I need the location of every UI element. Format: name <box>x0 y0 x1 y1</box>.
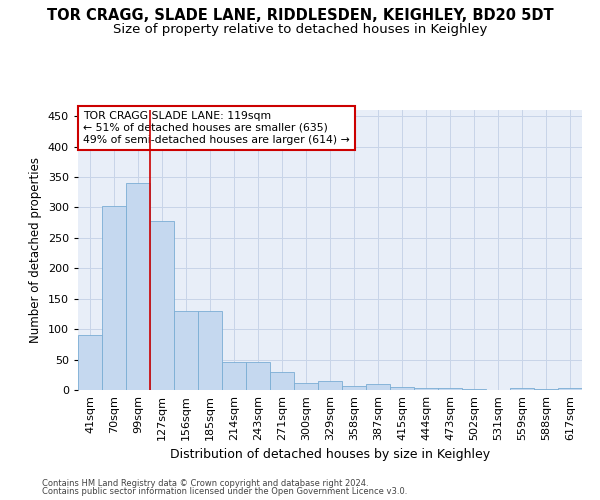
Bar <box>390 387 414 390</box>
Bar <box>414 388 438 390</box>
Bar <box>558 388 582 390</box>
Bar <box>78 335 102 390</box>
Y-axis label: Number of detached properties: Number of detached properties <box>29 157 42 343</box>
Bar <box>222 362 246 390</box>
Text: TOR CRAGG, SLADE LANE, RIDDLESDEN, KEIGHLEY, BD20 5DT: TOR CRAGG, SLADE LANE, RIDDLESDEN, KEIGH… <box>47 8 553 22</box>
Text: Size of property relative to detached houses in Keighley: Size of property relative to detached ho… <box>113 22 487 36</box>
Bar <box>366 384 390 390</box>
Bar <box>318 382 342 390</box>
Bar <box>342 386 366 390</box>
Bar <box>150 221 174 390</box>
Bar <box>102 206 126 390</box>
Bar <box>294 382 318 390</box>
X-axis label: Distribution of detached houses by size in Keighley: Distribution of detached houses by size … <box>170 448 490 462</box>
Bar <box>126 183 150 390</box>
Bar <box>246 362 270 390</box>
Bar <box>270 372 294 390</box>
Text: Contains public sector information licensed under the Open Government Licence v3: Contains public sector information licen… <box>42 487 407 496</box>
Bar <box>510 388 534 390</box>
Text: Contains HM Land Registry data © Crown copyright and database right 2024.: Contains HM Land Registry data © Crown c… <box>42 478 368 488</box>
Text: TOR CRAGG SLADE LANE: 119sqm
← 51% of detached houses are smaller (635)
49% of s: TOR CRAGG SLADE LANE: 119sqm ← 51% of de… <box>83 112 350 144</box>
Bar <box>198 311 222 390</box>
Bar <box>174 311 198 390</box>
Bar <box>438 388 462 390</box>
